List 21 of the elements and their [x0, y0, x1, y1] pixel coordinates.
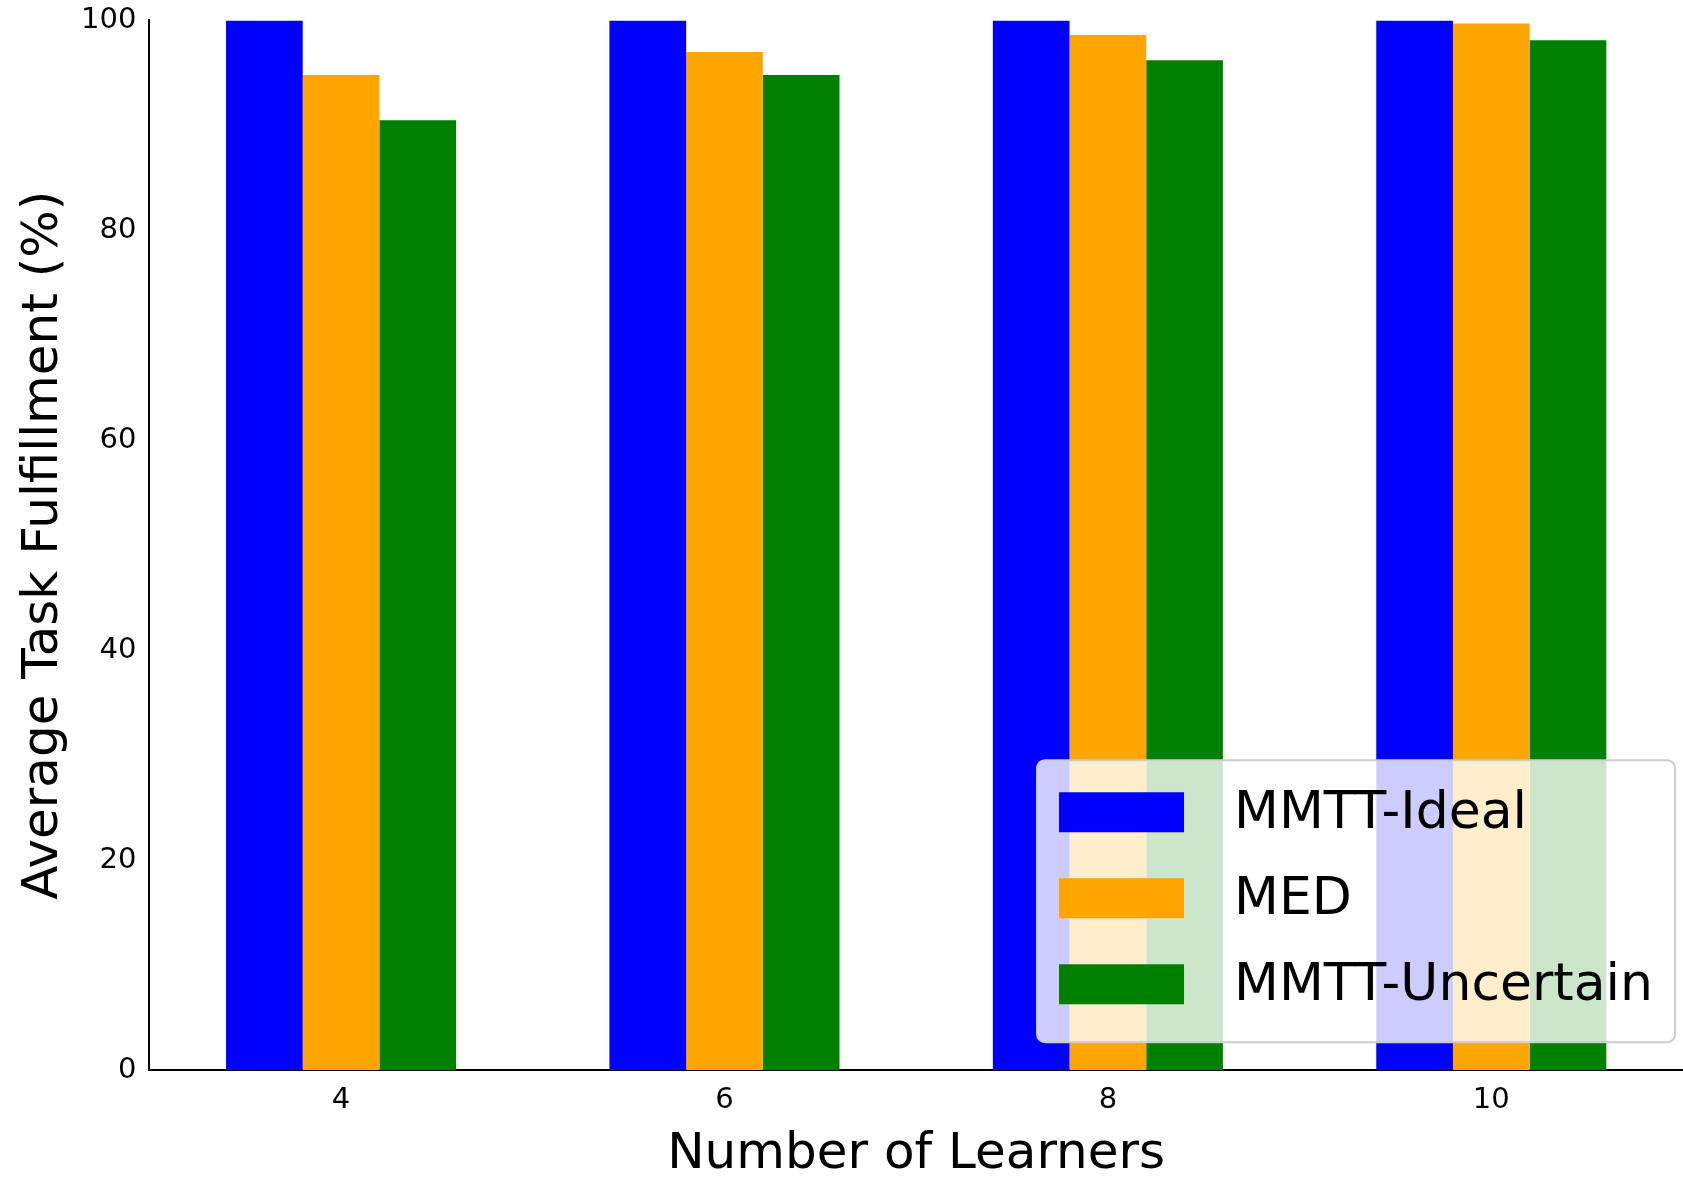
x-tick-label: 10	[1472, 1081, 1510, 1116]
y-tick-label: 100	[80, 0, 137, 35]
x-tick-label: 4	[331, 1081, 351, 1116]
y-tick-label: 60	[99, 420, 137, 455]
bar	[226, 20, 303, 1071]
bar	[762, 74, 840, 1071]
bar	[686, 51, 763, 1071]
y-tick-label: 20	[99, 840, 137, 875]
y-tick-label: 0	[117, 1050, 137, 1085]
y-tick-label: 80	[99, 210, 137, 245]
y-tick-label: 40	[99, 630, 137, 665]
x-tick-label: 6	[715, 1081, 734, 1116]
bar	[302, 74, 380, 1071]
legend-label: MED	[1234, 865, 1352, 926]
legend-label: MMTT-Uncertain	[1234, 951, 1654, 1012]
x-axis-title: Number of Learners	[667, 1121, 1166, 1180]
y-axis-title: Average Task Fulfillment (%)	[10, 190, 69, 900]
x-tick-label: 8	[1098, 1081, 1118, 1116]
bar	[379, 120, 457, 1071]
bar	[609, 20, 687, 1071]
legend-label: MMTT-Ideal	[1234, 779, 1528, 840]
